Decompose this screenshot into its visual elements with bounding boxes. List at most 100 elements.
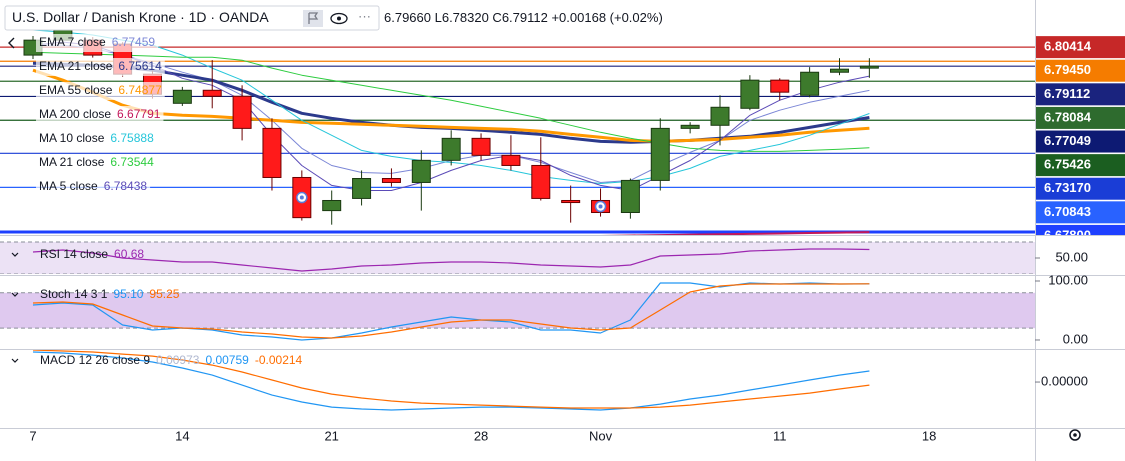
legend-label: EMA 55 close <box>39 83 113 97</box>
price-badge <box>1036 106 1125 129</box>
series-line <box>32 283 870 339</box>
series-line <box>32 350 870 409</box>
ohlc-values: 6.79660 L6.78320 C6.79112 +0.00168 (+0.0… <box>384 10 663 25</box>
legend-bg <box>36 58 165 76</box>
legend-value: 6.75614 <box>118 59 162 73</box>
series-line <box>32 68 870 143</box>
y-tick-label: 100.00 <box>1048 272 1088 287</box>
candle-body <box>740 79 760 109</box>
candle-body <box>172 89 192 104</box>
candle-body <box>202 89 222 97</box>
legend-label: RSI 14 close <box>40 247 108 261</box>
price-badge <box>1036 36 1125 59</box>
legend-label: EMA 7 close <box>39 35 106 49</box>
legend-arrow <box>11 358 19 363</box>
price-badge <box>1036 224 1125 235</box>
candle-body <box>441 137 461 161</box>
candle-body <box>829 68 849 73</box>
legend-label: MA 5 close <box>39 179 98 193</box>
settings[interactable] <box>1069 429 1081 441</box>
legend-bg <box>36 130 157 148</box>
legend-value: -0.00214 <box>255 353 303 367</box>
price-badge-label: 6.75426 <box>1044 157 1091 172</box>
y-tick-label: 0.00000 <box>1041 373 1088 388</box>
legend-bg <box>36 178 151 196</box>
price-badge-label: 6.67800 <box>1044 227 1091 242</box>
legend-value: 60.68 <box>114 247 144 261</box>
legend-value: 6.67791 <box>117 107 161 121</box>
symbol-box[interactable] <box>4 5 380 31</box>
flag-icon <box>308 12 319 24</box>
pane <box>0 282 1035 341</box>
candle-body <box>232 95 252 129</box>
candle-body <box>411 159 431 183</box>
gear-center <box>1073 433 1077 437</box>
price-badge-label: 6.70843 <box>1044 204 1091 219</box>
price-badges: 6.80414 6.79450 6.79112 6.78084 6.77049 6.754… <box>1036 36 1125 242</box>
legend-label: Stoch 14 3 1 <box>40 287 108 301</box>
band <box>0 242 1035 274</box>
candle-body <box>770 79 790 93</box>
header: U.S. Dollar / Danish Krone · 1D · OANDA … <box>4 5 663 31</box>
candle-body <box>859 65 879 69</box>
candle-body <box>531 164 551 199</box>
candle-body <box>650 127 670 181</box>
candle-body <box>322 199 342 212</box>
x-tick-label: Nov <box>589 428 613 443</box>
candle-body <box>501 154 521 166</box>
chart-title: U.S. Dollar / Danish Krone · 1D · OANDA <box>12 9 269 25</box>
collapse-icon[interactable] <box>8 37 15 49</box>
foreground: 7 14 21 28 Nov 11 18 6.80414 6.79450 6.79112 6.780… <box>11 34 1125 443</box>
legend-bg <box>36 106 164 124</box>
more-icon[interactable]: ··· <box>358 8 371 23</box>
legend-bg <box>36 154 157 172</box>
candle-body <box>262 127 282 178</box>
price-badge <box>1036 177 1125 200</box>
candle-body <box>620 179 640 214</box>
price-badge <box>1036 59 1125 82</box>
pane <box>0 23 1035 235</box>
event-dot <box>299 195 304 200</box>
candle-body <box>710 106 730 126</box>
legend-value: 0.00973 <box>156 353 200 367</box>
eye-pupil <box>337 16 341 21</box>
panes <box>0 23 1035 411</box>
price-badge-label: 6.79112 <box>1044 86 1090 101</box>
legend-label: MA 10 close <box>39 131 105 145</box>
gear-icon[interactable] <box>1069 429 1081 441</box>
series-line <box>32 51 870 152</box>
x-tick-label: 21 <box>324 428 338 443</box>
price-badge-label: 6.80414 <box>1044 39 1092 54</box>
price-badge-label: 6.78084 <box>1044 109 1092 124</box>
legend-label: MA 21 close <box>39 155 105 169</box>
band <box>0 292 1035 329</box>
x-tick-label: 14 <box>175 428 189 443</box>
legend-value: 6.75888 <box>110 131 154 145</box>
pane <box>0 241 1035 274</box>
pane <box>32 350 870 411</box>
legend-value: 6.77459 <box>112 35 156 49</box>
legend-value: 0.00759 <box>205 353 249 367</box>
x-tick-label: 18 <box>922 428 936 443</box>
legend-arrow <box>11 252 19 257</box>
series-line <box>32 41 870 191</box>
legend-label: EMA 21 close <box>39 59 113 73</box>
price-badge <box>1036 154 1125 177</box>
legend-label: MACD 12 26 close 9 <box>40 353 150 367</box>
x-tick-label: 7 <box>29 428 36 443</box>
eye-icon[interactable] <box>330 12 348 25</box>
price-badge-label: 6.73170 <box>1044 180 1091 195</box>
y-tick-label: 0.00 <box>1063 331 1088 346</box>
series-line <box>600 231 870 235</box>
legend-value: 95.10 <box>113 287 143 301</box>
legend-value: 6.73544 <box>110 155 154 169</box>
candle-body <box>561 199 581 204</box>
y-tick-label: 50.00 <box>1055 249 1088 264</box>
legend-bg <box>36 34 159 52</box>
event-dot <box>598 204 603 209</box>
candle-body <box>352 178 372 199</box>
x-tick-label: 28 <box>474 428 488 443</box>
